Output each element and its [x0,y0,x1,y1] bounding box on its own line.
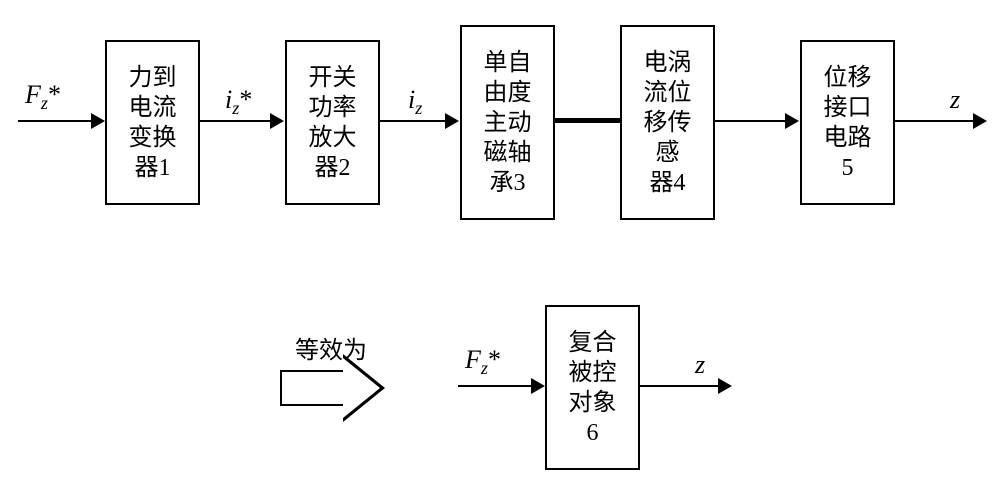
box-eddy-current-sensor: 电涡流位移传感器4 [620,25,715,220]
line-b3-to-b4-bold [555,118,620,123]
box-force-to-current-converter: 力到电流变换器1 [105,40,200,205]
arrow-b4-to-b5 [785,113,799,129]
box-composite-plant: 复合被控对象6 [545,305,640,470]
arrow-input-to-b1 [91,113,105,129]
diagram-canvas: 力到电流变换器1 开关功率放大器2 单自由度主动磁轴承3 电涡流位移传感器4 位… [0,0,1000,504]
label-iz-star: iz* [225,85,252,119]
label-Fz-star-top: Fz* [25,80,61,114]
box5-text: 位移接口电路5 [824,63,872,183]
label-z-bot: z [695,350,705,380]
arrow-b1-to-b2 [270,113,284,129]
line-b2-to-b3 [380,120,447,122]
line-b4-to-b5 [715,120,787,122]
label-iz: iz [408,85,422,119]
line-b5-out [895,120,975,122]
box6-text: 复合被控对象6 [569,328,617,448]
box2-text: 开关功率放大器2 [309,63,357,183]
box3-text: 单自由度主动磁轴承3 [484,48,532,198]
arrow-b5-out [973,113,987,129]
box-switching-power-amp: 开关功率放大器2 [285,40,380,205]
box4-text: 电涡流位移传感器4 [644,48,692,198]
box1-text: 力到电流变换器1 [129,63,177,183]
line-b1-to-b2 [200,120,272,122]
arrow-b6-out [718,378,732,394]
box-displacement-interface: 位移接口电路5 [800,40,895,205]
arrow-input-to-b6 [531,378,545,394]
line-b6-out [640,385,720,387]
line-input-to-b6 [458,385,533,387]
box-sdof-active-mag-bearing: 单自由度主动磁轴承3 [460,25,555,220]
label-Fz-star-bot: Fz* [465,345,501,379]
line-input-to-b1 [18,120,93,122]
arrow-b2-to-b3 [445,113,459,129]
label-z-top: z [950,85,960,115]
